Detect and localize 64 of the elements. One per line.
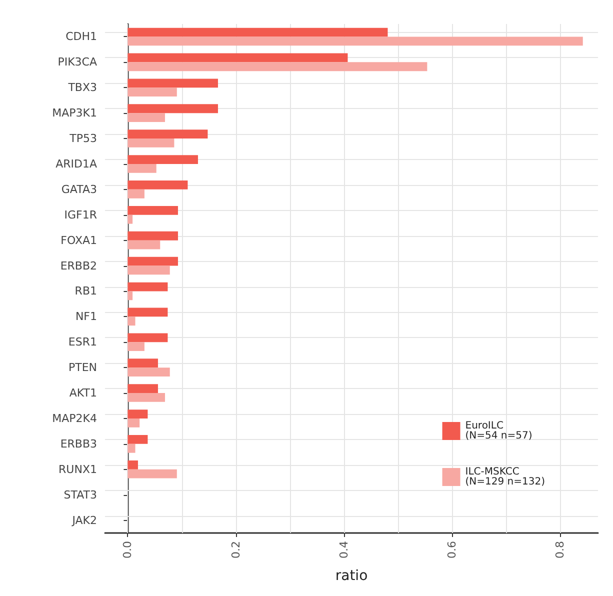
bar: [128, 62, 428, 72]
bar: [128, 231, 178, 240]
bar: [128, 316, 136, 326]
bar: [128, 460, 138, 470]
bar: [128, 130, 208, 139]
x-tick-label: 0.2: [229, 541, 242, 558]
bar: [128, 291, 133, 300]
y-tick-label: ERBB2: [60, 259, 97, 272]
bar: [128, 53, 348, 62]
bar: [128, 256, 178, 266]
x-tick-label: 0.8: [554, 541, 567, 558]
bar: [128, 469, 177, 478]
y-tick-label: ESR1: [68, 336, 97, 349]
x-tick-label: 0.6: [446, 541, 459, 558]
legend-label: ILC-MSKCC (N=129 n=132): [465, 466, 546, 488]
y-tick-label: TP53: [68, 132, 97, 146]
bar: [128, 393, 166, 402]
bar: [128, 28, 388, 37]
bar: [128, 240, 160, 250]
bar: [128, 418, 140, 428]
bar: [128, 88, 177, 97]
bar: [128, 435, 148, 444]
x-axis-title: ratio: [335, 568, 368, 584]
bar: [128, 180, 188, 190]
bar: [128, 266, 170, 275]
y-tick-label: PIK3CA: [58, 56, 98, 69]
bar: [128, 164, 156, 173]
bar: [128, 333, 168, 342]
bar: [128, 444, 136, 453]
bar: [128, 189, 144, 198]
y-tick-label: IGF1R: [64, 208, 98, 222]
y-tick-label: CDH1: [66, 30, 97, 44]
bar: [128, 78, 218, 88]
bar: [128, 113, 166, 122]
bar: [128, 36, 583, 46]
bar: [128, 368, 170, 376]
bar: [128, 410, 148, 418]
y-tick-label: RB1: [74, 284, 97, 298]
bar: [128, 358, 158, 368]
y-tick-label: ARID1A: [56, 157, 98, 170]
x-tick-label: 0.4: [337, 541, 350, 558]
y-tick-label: AKT1: [69, 386, 97, 400]
bar: [128, 214, 133, 224]
y-tick-label: NF1: [75, 310, 97, 324]
legend-label: EuroILC (N=54 n=57): [465, 420, 532, 442]
bar: [128, 308, 168, 317]
y-tick-label: FOXA1: [60, 234, 97, 247]
y-tick-label: STAT3: [64, 488, 97, 502]
y-tick-label: JAK2: [71, 514, 97, 527]
bar: [128, 155, 198, 164]
y-tick-label: TBX3: [67, 81, 97, 94]
y-tick-label: GATA3: [61, 182, 97, 196]
x-tick-label: 0.0: [121, 541, 134, 558]
bar: [128, 384, 158, 394]
y-tick-label: PTEN: [68, 361, 97, 374]
bar: [128, 206, 178, 215]
bar: [128, 342, 144, 352]
y-tick-label: RUNX1: [58, 462, 97, 476]
bar: [128, 282, 168, 292]
bar: [128, 104, 218, 114]
y-tick-label: MAP2K4: [52, 412, 97, 425]
y-tick-label: MAP3K1: [52, 106, 97, 120]
bar: [128, 138, 174, 148]
y-tick-label: ERBB3: [60, 437, 97, 450]
